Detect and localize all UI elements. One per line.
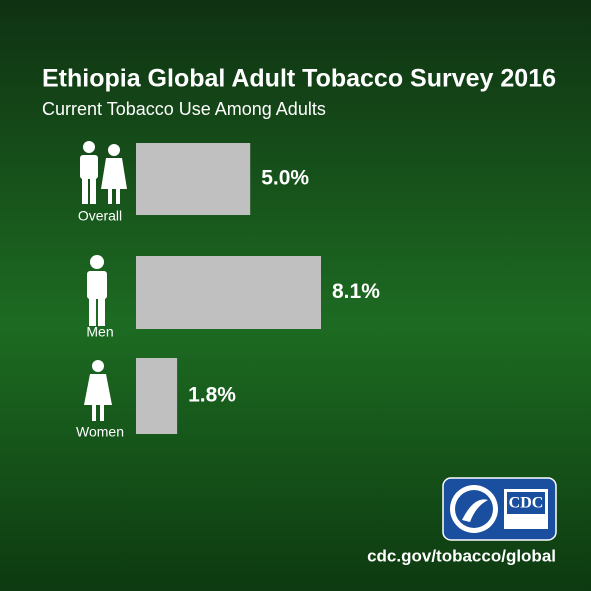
category-label: Men <box>86 324 113 340</box>
bar <box>136 358 178 434</box>
chart-title: Ethiopia Global Adult Tobacco Survey 201… <box>42 65 556 93</box>
category-label: Women <box>76 424 124 440</box>
category-label: Overall <box>78 208 122 224</box>
bar <box>136 256 321 329</box>
source: cdc.gov/tobacco/global <box>367 546 556 565</box>
chart-subtitle: Current Tobacco Use Among Adults <box>42 99 326 119</box>
value-label: 8.1% <box>332 280 380 303</box>
logo-text: CDC <box>509 495 544 512</box>
icon-men <box>87 255 107 326</box>
bar <box>136 143 251 215</box>
value-label: 1.8% <box>188 384 236 407</box>
icon-overall <box>80 141 127 204</box>
value-label: 5.0% <box>261 167 309 190</box>
icon-women <box>84 360 112 421</box>
logo: CDC <box>442 477 557 541</box>
